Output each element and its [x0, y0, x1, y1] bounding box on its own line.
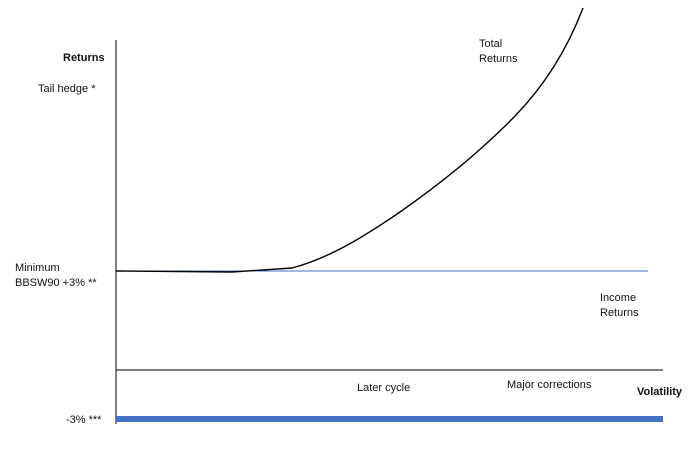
total-returns-label-line2: Returns: [479, 53, 518, 65]
minus-three-percent-label: -3% ***: [66, 414, 102, 426]
later-cycle-label: Later cycle: [357, 382, 411, 394]
tail-hedge-label: Tail hedge *: [38, 83, 96, 95]
income-returns-label-line2: Returns: [600, 307, 639, 319]
x-axis-label: Volatility: [637, 386, 683, 398]
minus-three-percent-band: [116, 416, 663, 422]
minimum-label-line2: BBSW90 +3% **: [15, 277, 97, 289]
major-corrections-label: Major corrections: [507, 379, 592, 391]
y-axis-label: Returns: [63, 52, 105, 64]
total-returns-curve: [115, 7, 584, 273]
income-returns-label-line1: Income: [600, 292, 637, 304]
minimum-label-line1: Minimum: [15, 262, 60, 274]
total-returns-label-line1: Total: [479, 38, 503, 50]
